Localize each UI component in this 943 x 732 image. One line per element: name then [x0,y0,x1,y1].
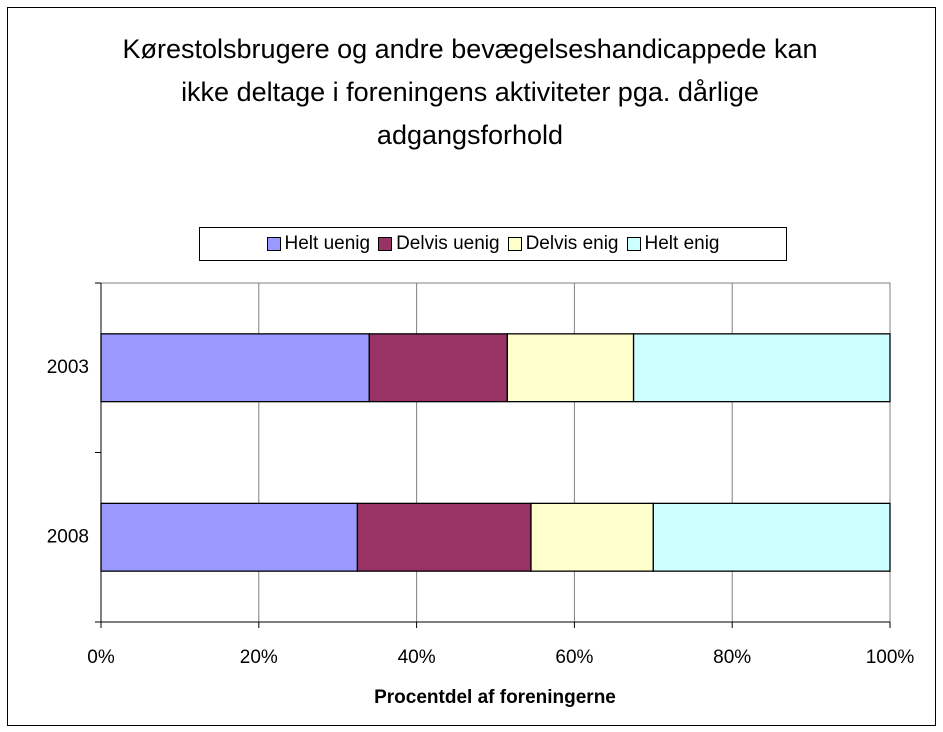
legend-label: Helt uenig [284,233,371,254]
bar-segment [356,502,532,572]
bar-segment [368,333,508,403]
legend: Helt uenig Delvis uenig Delvis enig Helt en… [199,227,787,261]
chart-title: Kørestolsbrugere og andre bevægelseshand… [122,34,818,150]
legend-swatch [507,237,522,251]
legend-entry: Helt enig [626,233,720,255]
legend-entry: Delvis uenig [378,233,500,255]
x-tick-label: 40% [398,647,436,668]
bar-segment [100,502,359,572]
x-tick-label: 100% [866,647,915,668]
legend-swatch [378,237,393,251]
legend-label: Delvis enig [525,233,619,254]
bar-segment [506,333,635,403]
y-tick-label: 2008 [47,526,89,547]
legend-swatch [266,237,281,251]
x-tick-label: 20% [240,647,278,668]
x-tick-label: 0% [87,647,115,668]
legend-label: Helt enig [644,233,720,254]
legend-label: Delvis uenig [396,233,500,254]
legend-entry: Delvis enig [507,233,619,255]
x-tick-label: 80% [713,647,751,668]
chart-border [7,7,936,726]
bar-segment [652,502,891,572]
y-tick-label: 2003 [47,357,89,378]
x-axis-label: Procentdel af foreningerne [374,687,616,708]
bar-segment [530,502,654,572]
x-tick-label: 60% [555,647,593,668]
bar-segment [632,333,891,403]
bar-segment [100,333,370,403]
legend-swatch [626,237,641,251]
legend-entry: Helt uenig [266,233,371,255]
